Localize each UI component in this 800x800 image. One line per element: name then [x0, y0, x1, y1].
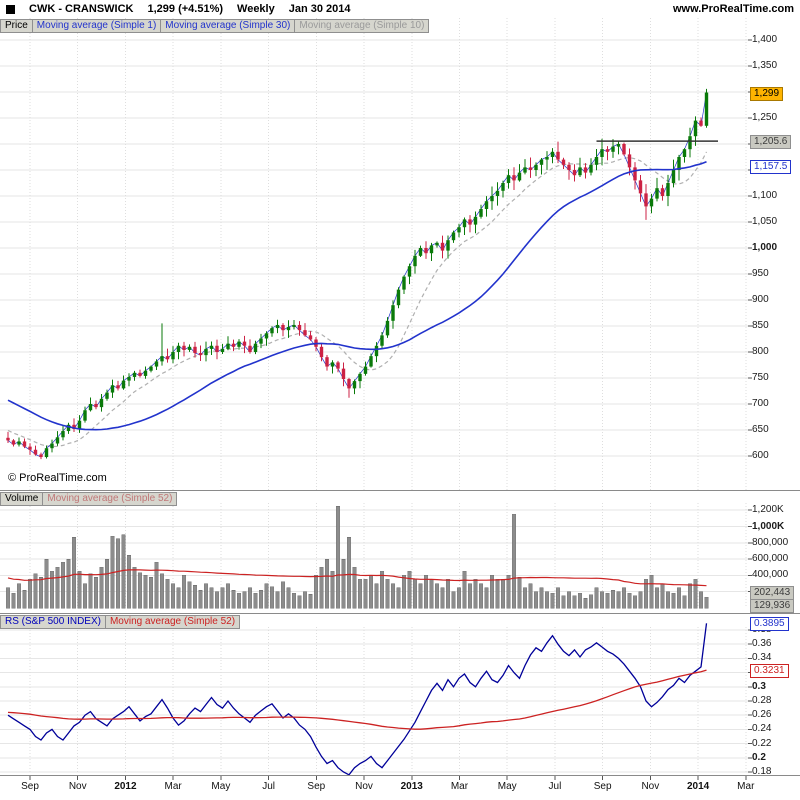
legend-item[interactable]: Moving average (Simple 30): [160, 19, 296, 33]
legend-item[interactable]: Moving average (Simple 52): [42, 492, 178, 506]
legend-item[interactable]: Moving average (Simple 52): [104, 615, 241, 629]
volume-bars[interactable]: [6, 505, 709, 609]
legend-item[interactable]: Moving average (Simple 1): [31, 19, 162, 33]
date-label: Jan 30 2014: [288, 3, 351, 15]
app-icon: [6, 4, 15, 14]
last-price-change: 1,299 (+4.51%): [147, 3, 224, 15]
legend-item[interactable]: RS (S&P 500 INDEX): [0, 615, 106, 629]
rs-line[interactable]: [7, 623, 708, 776]
price-legend: Price Moving average (Simple 1) Moving ave…: [0, 19, 430, 33]
legend-item[interactable]: Volume: [0, 492, 44, 506]
volume-ma-line: [7, 569, 707, 587]
panel-separators: [0, 17, 800, 776]
axis-ticks: [29, 39, 752, 780]
ma10-line: [7, 151, 708, 448]
volume-legend: Volume Moving average (Simple 52): [0, 492, 178, 506]
legend-item[interactable]: Moving average (Simple 10): [294, 19, 430, 33]
prorealtime-watermark: www.ProRealTime.com: [672, 3, 794, 15]
legend-item[interactable]: Price: [0, 19, 33, 33]
symbol-title: CWK - CRANSWICK: [29, 3, 134, 15]
rs-ma-line: [7, 669, 707, 730]
timeframe-label: Weekly: [237, 3, 275, 15]
rs-legend: RS (S&P 500 INDEX) Moving average (Simple…: [0, 615, 241, 629]
ma30-line: [7, 160, 707, 431]
copyright-watermark: © ProRealTime.com: [8, 472, 107, 484]
header: CWK - CRANSWICK 1,299 (+4.51%) Weekly Ja…: [0, 0, 800, 18]
